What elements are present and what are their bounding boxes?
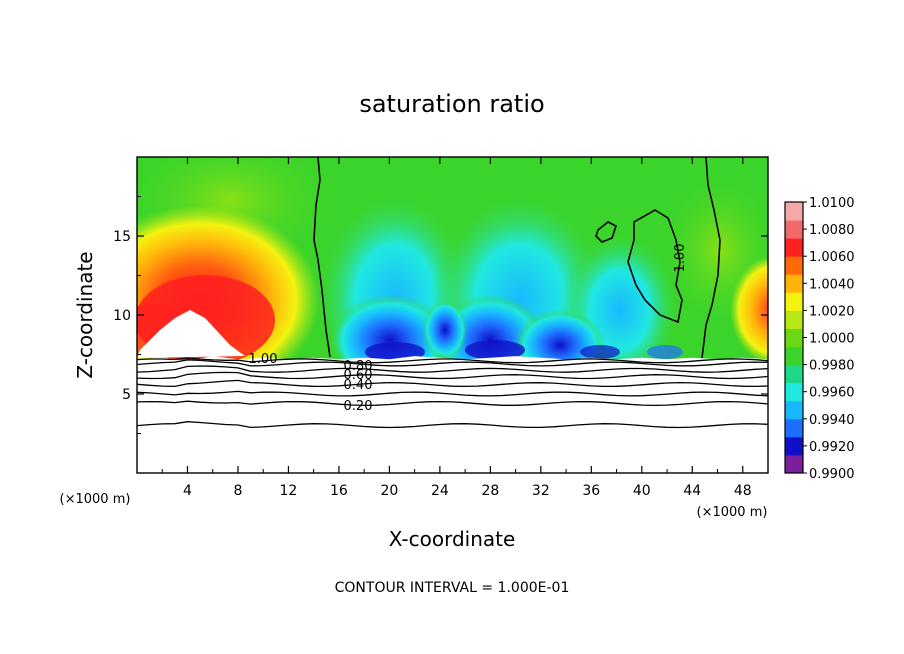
field-deep-4 [647, 345, 683, 359]
colorbar-swatch [785, 202, 803, 221]
colorbar-label: 1.0020 [809, 304, 855, 319]
colorbar-swatch [785, 418, 803, 438]
colorbar-label: 0.9900 [809, 467, 855, 482]
x-tick-label: 44 [683, 483, 701, 499]
colorbar-swatch [785, 238, 803, 257]
colorbar-label: 1.0000 [809, 332, 855, 347]
x-tick-label: 20 [380, 483, 398, 499]
x-tick-label: 8 [233, 483, 242, 499]
contour-1-left [313, 157, 331, 358]
x-tick-label: 16 [330, 483, 348, 499]
colorbar-label: 1.0040 [809, 277, 855, 292]
contour-lines [137, 357, 768, 429]
contour-label-5: 0.20 [344, 399, 373, 414]
contour-line [137, 371, 768, 380]
x-tick-label: 32 [532, 483, 550, 499]
chart-title: saturation ratio [359, 90, 544, 118]
y-tick-label: 5 [122, 387, 131, 403]
x-tick-label: 40 [633, 483, 651, 499]
contour-label-3: 0.60 [344, 368, 373, 383]
contour-1-loop [627, 209, 683, 324]
x-tick-label: 24 [431, 483, 449, 499]
colorbar-swatch [785, 436, 803, 456]
colorbar-swatch [785, 310, 803, 329]
colorbar-swatch [785, 400, 803, 420]
colorbar-swatch [785, 274, 803, 293]
field-warm-right [730, 255, 768, 365]
colorbar: 1.0100 1.0080 1.0060 1.0040 1.0020 1.0000 0.99… [784, 196, 855, 482]
contour-line [137, 365, 768, 373]
plot-area [137, 157, 768, 473]
colorbar-swatch [785, 454, 803, 474]
colorbar-label: 1.0100 [809, 196, 855, 211]
field-deep-2 [465, 340, 525, 360]
contour-1-small-loop [595, 221, 617, 243]
colorbar-swatch [785, 256, 803, 275]
terrain-fill [137, 356, 768, 473]
z-unit-label: (×1000 m) [60, 492, 131, 507]
x-unit-label: (×1000 m) [697, 505, 768, 520]
contour-line [137, 357, 768, 364]
contour-line [137, 400, 768, 407]
contour-label-2: 0.80 [344, 359, 373, 374]
colorbar-swatch [785, 328, 803, 348]
contour-label-1: 1.00 [249, 352, 278, 367]
y-axis: 5 10 15 [113, 196, 768, 434]
x-axis: 4 8 12 16 20 24 28 32 36 40 44 48 [161, 157, 752, 499]
colorbar-label: 0.9940 [809, 413, 855, 428]
colorbar-label: 1.0080 [809, 223, 855, 238]
field-deep-3 [580, 345, 620, 359]
contour-label-4: 0.40 [344, 378, 373, 393]
colorbar-swatch [785, 364, 803, 384]
y-tick-label: 10 [113, 308, 131, 324]
y-axis-label: Z-coordinate [73, 251, 97, 378]
x-tick-label: 28 [481, 483, 499, 499]
colorbar-swatch [785, 346, 803, 366]
x-axis-label: X-coordinate [389, 527, 516, 551]
colorbar-swatch [785, 220, 803, 239]
x-tick-label: 36 [582, 483, 600, 499]
colorbar-swatch [785, 382, 803, 402]
x-tick-label: 12 [280, 483, 298, 499]
contour-1-right [701, 157, 721, 359]
x-tick-label: 4 [183, 483, 192, 499]
contour-line [137, 390, 768, 397]
x-tick-label: 48 [734, 483, 752, 499]
field-blue-4 [423, 300, 467, 360]
colorbar-swatch [785, 292, 803, 311]
colorbar-label: 0.9920 [809, 440, 855, 455]
terrain-bump-left [137, 310, 245, 358]
contour-line [137, 359, 768, 367]
colorbar-label: 0.9960 [809, 386, 855, 401]
colorbar-label: 1.0060 [809, 250, 855, 265]
colorbar-label: 0.9980 [809, 359, 855, 374]
contour-label-6: 1.00 [673, 244, 688, 273]
contour-interval-note: CONTOUR INTERVAL = 1.000E-01 [335, 580, 570, 596]
contour-line [137, 379, 768, 388]
y-tick-label: 15 [113, 229, 131, 245]
contour-line [137, 421, 768, 429]
